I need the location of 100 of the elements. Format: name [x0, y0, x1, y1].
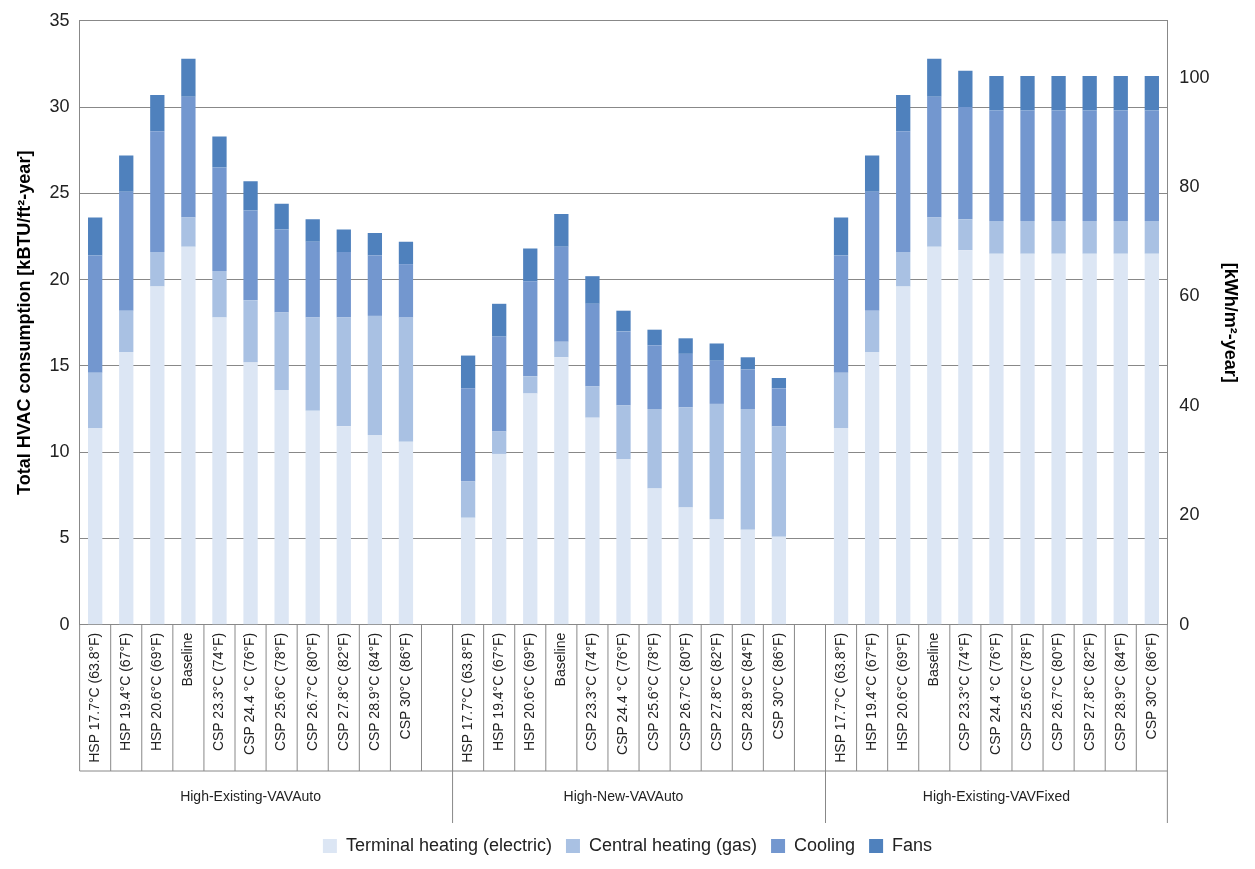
bar [398, 317, 414, 442]
x-tick-label: CSP 23.3°C (74°F) [210, 632, 227, 752]
bar [150, 131, 165, 253]
bar [119, 155, 134, 192]
y2-tick-label: 20 [1179, 504, 1200, 525]
bar [709, 360, 724, 404]
bar [243, 362, 258, 625]
bar [864, 155, 880, 192]
x-tick-label: CSP 26.7°C (80°F) [303, 632, 320, 752]
bar [616, 331, 631, 406]
bar [492, 303, 507, 337]
bar [150, 286, 165, 625]
y2-tick-label: 0 [1179, 613, 1190, 634]
x-tick-label: CSP 28.9°C (84°F) [365, 632, 382, 752]
x-tick-label: HSP 19.4°C (67°F) [862, 632, 879, 752]
y-tick-label: 5 [59, 527, 70, 548]
bar [647, 329, 662, 346]
bar [678, 407, 693, 508]
bar [336, 229, 351, 253]
bar [678, 338, 693, 354]
bar [1082, 220, 1097, 254]
x-tick-label: CSP 26.7°C (80°F) [1049, 632, 1066, 752]
bar [398, 441, 414, 625]
x-tick-label: CSP 25.6°C (78°F) [272, 632, 289, 752]
x-tick-label: CSP 27.8°C (82°F) [707, 632, 724, 752]
bar [1020, 220, 1035, 254]
bar [243, 210, 258, 301]
x-tick-label: CSP 24.4 °C (76°F) [987, 632, 1004, 755]
bar [771, 388, 787, 427]
bar [927, 58, 942, 97]
legend-label: Terminal heating (electric) [345, 834, 552, 855]
text: High-Existing-VAVAuto [180, 787, 322, 804]
x-tick-label: HSP 19.4°C (67°F) [117, 632, 134, 752]
bar [585, 303, 600, 387]
bar [1144, 76, 1159, 111]
bar [119, 310, 134, 353]
x-tick-label: CSP 24.4 °C (76°F) [241, 632, 258, 755]
bar [367, 255, 383, 316]
bar [1144, 220, 1159, 254]
text: High-New-VAVAuto [563, 787, 684, 804]
x-tick-label: HSP 17.7°C (63.8°F) [458, 632, 475, 763]
bar [585, 417, 600, 625]
bar [989, 253, 1004, 625]
x-tick-label: HSP 17.7°C (63.8°F) [831, 632, 848, 763]
bar [305, 241, 320, 318]
bar [398, 241, 414, 265]
bar [1082, 253, 1097, 625]
text: High-Existing-VAVFixed [922, 787, 1071, 804]
bar [896, 286, 911, 625]
bar [460, 388, 476, 482]
bar [119, 352, 134, 625]
bar [1051, 220, 1066, 254]
bar [678, 507, 693, 625]
bar [709, 403, 724, 520]
y-tick-label: 30 [49, 96, 70, 117]
bar [709, 519, 724, 625]
bar [305, 219, 320, 242]
x-tick-label: CSP 25.6°C (78°F) [1018, 632, 1035, 752]
bar [647, 345, 662, 410]
bar [88, 372, 103, 429]
bar [864, 191, 880, 311]
x-tick-label: Baseline [925, 632, 942, 687]
bar [181, 246, 196, 625]
bar [181, 58, 196, 97]
bar [740, 369, 755, 410]
bar [88, 428, 103, 625]
bar [523, 248, 538, 282]
x-tick-label: CSP 25.6°C (78°F) [645, 632, 662, 752]
bar [896, 95, 911, 132]
bar [1113, 110, 1128, 221]
x-tick-label: Baseline [552, 632, 569, 687]
bar [554, 357, 569, 625]
bar [460, 517, 476, 625]
x-tick-label: HSP 17.7°C (63.8°F) [86, 632, 103, 763]
bar [864, 310, 880, 353]
bar [212, 271, 227, 318]
y2-tick-label: 60 [1179, 285, 1200, 306]
bar [709, 343, 724, 361]
x-tick-label: Baseline [179, 632, 196, 687]
bar [989, 220, 1004, 254]
x-tick-label: HSP 20.6°C (69°F) [521, 632, 538, 752]
bar [1082, 76, 1097, 111]
bar [927, 246, 942, 625]
bar [1113, 253, 1128, 625]
bar [1113, 76, 1128, 111]
bar [1144, 253, 1159, 625]
x-tick-label: CSP 23.3°C (74°F) [583, 632, 600, 752]
bar [523, 376, 538, 394]
bar [460, 355, 476, 389]
bar [678, 353, 693, 408]
bar [585, 386, 600, 418]
bar [771, 426, 787, 537]
y-tick-label: 10 [49, 441, 70, 462]
bar [1020, 110, 1035, 221]
x-tick-label: CSP 28.9°C (84°F) [1111, 632, 1128, 752]
bar [1051, 110, 1066, 221]
bar [554, 246, 569, 342]
x-tick-label: CSP 27.8°C (82°F) [334, 632, 351, 752]
bar [305, 410, 320, 625]
bar [1051, 253, 1066, 625]
